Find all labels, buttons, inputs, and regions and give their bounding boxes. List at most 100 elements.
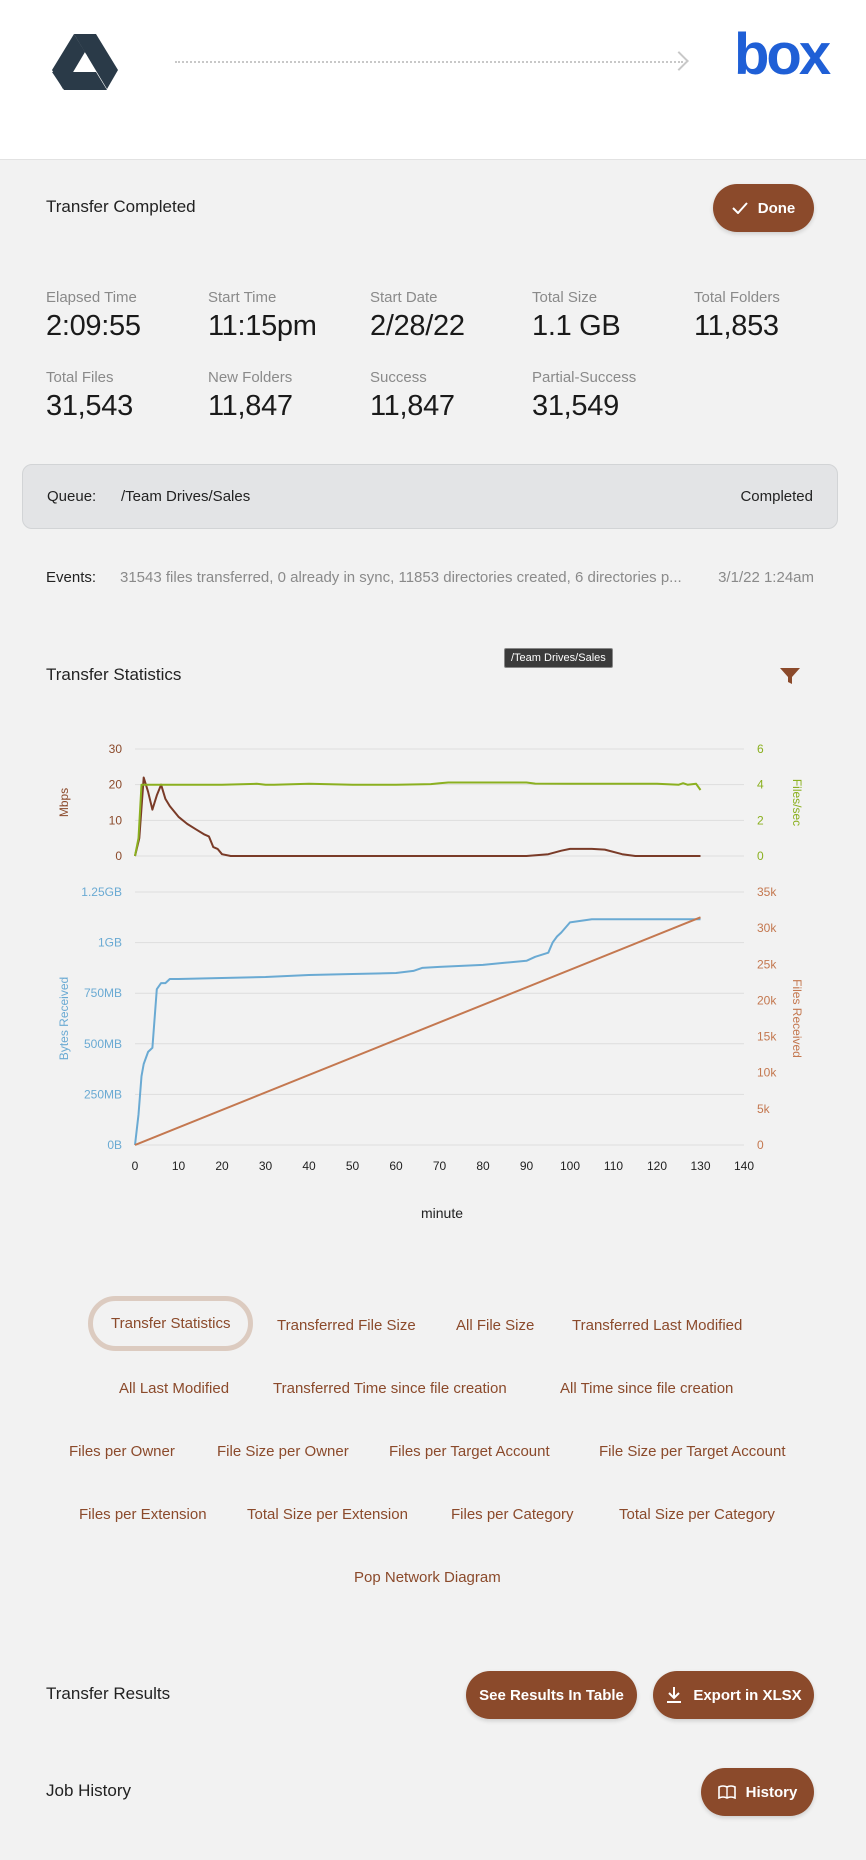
right-axis-title: Files/sec <box>790 779 804 826</box>
download-icon <box>667 1687 682 1703</box>
series-line-0-0 <box>134 776 701 857</box>
x-tick-label: 80 <box>476 1159 490 1173</box>
chart-tooltip: /Team Drives/Sales <box>504 648 613 668</box>
queue-path: /Team Drives/Sales <box>121 488 251 505</box>
left-tick-label: 30 <box>109 742 123 756</box>
tab-transfer-statistics[interactable]: Transfer Statistics <box>88 1296 254 1351</box>
history-button[interactable]: History <box>701 1768 814 1816</box>
stat-start-time: Start Time 11:15pm <box>208 289 317 342</box>
job-history-title: Job History <box>46 1781 132 1800</box>
export-xlsx-label: Export in XLSX <box>693 1686 802 1704</box>
transfer-arrow-line <box>175 61 683 63</box>
tab-all-file-size[interactable]: All File Size <box>456 1317 535 1334</box>
tab-all-time-since-file-creation[interactable]: All Time since file creation <box>560 1380 734 1397</box>
tab-files-per-owner[interactable]: Files per Owner <box>69 1443 175 1460</box>
x-tick-label: 20 <box>215 1159 229 1173</box>
events-time: 3/1/22 1:24am <box>718 569 814 586</box>
right-tick-label: 10k <box>757 1066 777 1080</box>
x-tick-label: 110 <box>604 1159 623 1173</box>
transfer-status-title: Transfer Completed <box>46 197 196 216</box>
left-tick-label: 20 <box>109 778 123 792</box>
tab-transferred-time-since-file-creation[interactable]: Transferred Time since file creation <box>273 1380 507 1397</box>
book-icon <box>717 1785 736 1799</box>
tab-transferred-last-modified[interactable]: Transferred Last Modified <box>572 1317 743 1334</box>
right-tick-label: 0 <box>757 1138 764 1152</box>
left-tick-label: 1GB <box>98 936 122 950</box>
see-results-table-label: See Results In Table <box>479 1686 624 1704</box>
x-tick-label: 10 <box>172 1159 186 1173</box>
right-tick-label: 0 <box>757 849 764 863</box>
x-tick-label: 50 <box>346 1159 360 1173</box>
stat-new-folders: New Folders 11,847 <box>208 369 293 422</box>
x-tick-label: 0 <box>132 1159 139 1173</box>
right-tick-label: 5k <box>757 1102 771 1116</box>
queue-row[interactable]: Queue: /Team Drives/Sales Completed <box>22 464 838 529</box>
left-tick-label: 0B <box>107 1138 122 1152</box>
series-line-0-1 <box>134 781 702 857</box>
right-axis-title: Files Received <box>790 979 804 1058</box>
right-tick-label: 25k <box>757 957 777 971</box>
tab-total-size-per-extension[interactable]: Total Size per Extension <box>247 1506 408 1523</box>
left-tick-label: 10 <box>109 813 123 827</box>
arrow-right-icon <box>669 51 689 71</box>
stat-total-size: Total Size 1.1 GB <box>532 289 621 342</box>
right-tick-label: 20k <box>757 993 777 1007</box>
stat-total-files: Total Files 31,543 <box>46 369 133 422</box>
x-tick-label: 90 <box>520 1159 534 1173</box>
right-tick-label: 6 <box>757 742 764 756</box>
tab-files-per-target-account[interactable]: Files per Target Account <box>389 1443 550 1460</box>
tab-file-size-per-owner[interactable]: File Size per Owner <box>217 1443 349 1460</box>
statistics-title: Transfer Statistics <box>46 665 182 684</box>
x-tick-label: 120 <box>647 1159 667 1173</box>
tab-file-size-per-target-account[interactable]: File Size per Target Account <box>599 1443 786 1460</box>
x-tick-label: 140 <box>734 1159 754 1173</box>
left-tick-label: 1.25GB <box>81 885 122 899</box>
x-tick-label: 130 <box>690 1159 710 1173</box>
left-tick-label: 750MB <box>84 986 122 1000</box>
left-tick-label: 250MB <box>84 1087 122 1101</box>
filter-icon[interactable] <box>779 667 801 685</box>
box-logo: box <box>734 22 831 87</box>
events-label: Events: <box>46 569 97 586</box>
stat-elapsed-time: Elapsed Time 2:09:55 <box>46 289 141 342</box>
series-line-1-0 <box>134 918 701 1146</box>
right-tick-label: 4 <box>757 778 764 792</box>
left-tick-label: 500MB <box>84 1037 122 1051</box>
series-line-1-1 <box>134 916 701 1146</box>
tab-transferred-file-size[interactable]: Transferred File Size <box>277 1317 416 1334</box>
tab-files-per-category[interactable]: Files per Category <box>451 1506 574 1523</box>
left-axis-title: Bytes Received <box>57 977 71 1060</box>
check-icon <box>732 202 748 214</box>
x-tick-label: 100 <box>560 1159 580 1173</box>
stat-start-date: Start Date 2/28/22 <box>370 289 465 342</box>
transfer-statistics-chart: 0 10 20 30 0 2 4 6 Mbps Files/sec 0B 250MB 500MB 750M… <box>57 742 804 1221</box>
google-drive-logo-icon <box>52 34 118 90</box>
events-text: 31543 files transferred, 0 already in sy… <box>120 569 682 586</box>
x-tick-label: 60 <box>389 1159 403 1173</box>
tab-all-last-modified[interactable]: All Last Modified <box>119 1380 230 1397</box>
x-tick-label: 70 <box>433 1159 447 1173</box>
left-axis-title: Mbps <box>57 788 71 817</box>
tab-files-per-extension[interactable]: Files per Extension <box>79 1506 207 1523</box>
done-button[interactable]: Done <box>713 184 814 232</box>
header: box <box>0 0 866 160</box>
stat-partial-success: Partial-Success 31,549 <box>532 369 637 422</box>
export-xlsx-button[interactable]: Export in XLSX <box>653 1671 814 1719</box>
stat-success: Success 11,847 <box>370 369 455 422</box>
see-results-table-button[interactable]: See Results In Table <box>466 1671 637 1719</box>
tab-total-size-per-category[interactable]: Total Size per Category <box>619 1506 775 1523</box>
queue-status: Completed <box>740 488 813 505</box>
x-tick-label: 30 <box>259 1159 273 1173</box>
history-button-label: History <box>745 1783 798 1801</box>
stat-total-folders: Total Folders 11,853 <box>694 289 780 342</box>
right-tick-label: 2 <box>757 813 764 827</box>
right-tick-label: 30k <box>757 921 777 935</box>
tab-pop-network-diagram[interactable]: Pop Network Diagram <box>354 1569 501 1586</box>
queue-label: Queue: <box>47 488 97 505</box>
transfer-results-title: Transfer Results <box>46 1684 171 1703</box>
left-tick-label: 0 <box>115 849 122 863</box>
x-axis-title: minute <box>421 1205 463 1221</box>
x-tick-label: 40 <box>302 1159 316 1173</box>
right-tick-label: 15k <box>757 1030 777 1044</box>
done-button-label: Done <box>757 199 796 217</box>
